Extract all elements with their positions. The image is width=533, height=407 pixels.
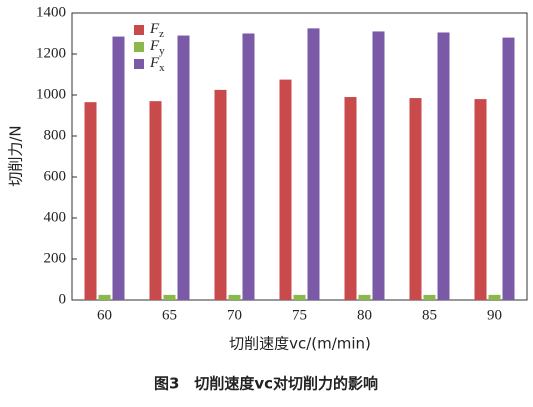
bar [358,294,371,300]
y-tick-label: 1000 [36,86,66,102]
bar [177,35,190,301]
bar [84,102,97,300]
bar [293,294,306,300]
y-tick-label: 200 [44,250,67,266]
bar [344,97,357,300]
y-tick-label: 1200 [36,45,66,61]
x-tick-label: 60 [97,307,112,323]
legend-swatch [134,59,144,69]
legend-label: Fz [149,21,164,39]
bar [409,98,422,300]
bar [474,99,487,300]
y-tick-label: 400 [44,209,67,225]
x-tick-label: 90 [487,307,502,323]
plot-frame [71,12,528,301]
bar [214,89,227,300]
bar [423,294,436,300]
bar [372,31,385,300]
legend-swatch [134,42,144,52]
legend-label: Fy [149,38,165,56]
y-axis-label: 切削力/N [7,125,25,186]
bar [437,32,450,300]
legend-swatch [134,25,144,35]
bar [307,28,320,300]
x-axis-label: 切削速度vc/(m/min) [229,335,371,353]
x-tick-label: 85 [422,307,437,323]
bar [163,294,176,300]
bar [488,294,501,300]
bar [279,79,292,300]
legend-label: Fx [149,55,165,73]
bar [112,36,125,300]
caption: 图3 切削速度vc对切削力的影响 [154,375,378,393]
bar [98,294,111,300]
y-tick-label: 600 [44,168,67,184]
x-tick-label: 75 [292,307,307,323]
bar [149,101,162,301]
x-tick-label: 70 [227,307,242,323]
x-tick-label: 80 [357,307,372,323]
y-tick-label: 0 [59,291,67,307]
bar [242,33,255,300]
y-tick-label: 800 [44,127,67,143]
y-tick-label: 1400 [36,4,66,20]
bar [502,37,515,300]
x-tick-label: 65 [162,307,177,323]
bar [228,294,241,300]
